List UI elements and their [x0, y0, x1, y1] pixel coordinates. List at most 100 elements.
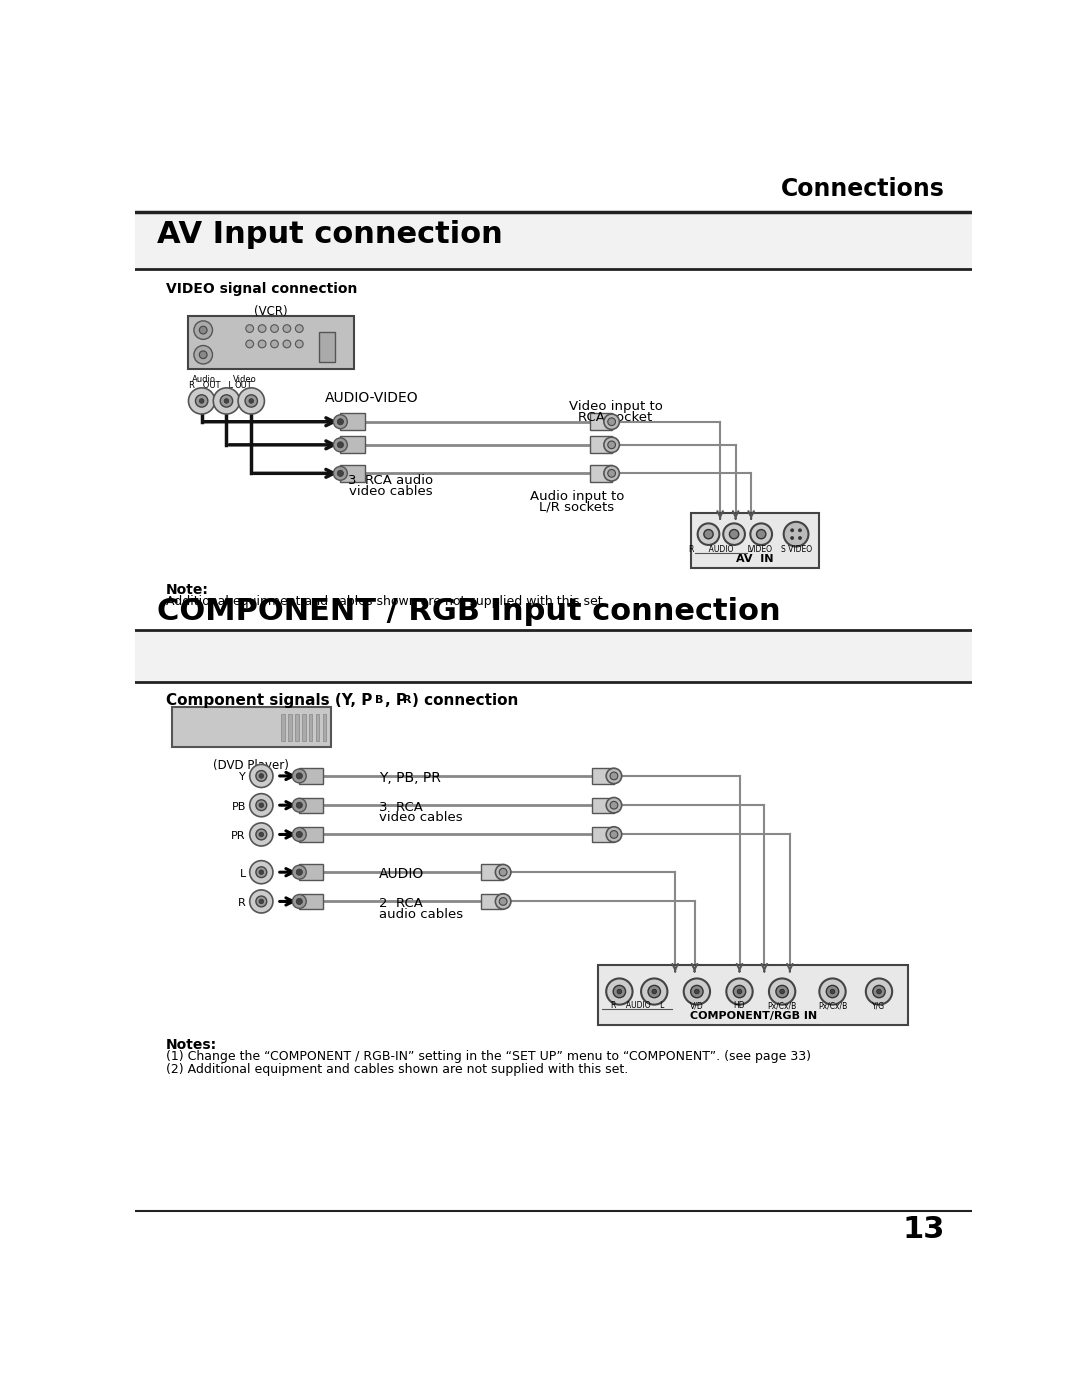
Text: Px/Cx/B: Px/Cx/B: [768, 1002, 797, 1010]
Circle shape: [334, 467, 348, 481]
Circle shape: [246, 339, 254, 348]
Text: R   OUT   L: R OUT L: [189, 381, 233, 390]
Circle shape: [499, 869, 507, 876]
Circle shape: [271, 339, 279, 348]
Circle shape: [733, 985, 745, 997]
Circle shape: [642, 978, 667, 1004]
Circle shape: [604, 414, 619, 429]
Circle shape: [258, 339, 266, 348]
Circle shape: [246, 324, 254, 332]
Circle shape: [296, 831, 302, 838]
Circle shape: [259, 900, 264, 904]
Circle shape: [606, 827, 622, 842]
Bar: [295, 714, 298, 740]
Circle shape: [873, 985, 886, 997]
Circle shape: [608, 418, 616, 426]
Circle shape: [194, 345, 213, 365]
Circle shape: [866, 978, 892, 1004]
Text: (DVD Player): (DVD Player): [214, 759, 289, 773]
Circle shape: [256, 828, 267, 840]
Circle shape: [831, 989, 835, 993]
Circle shape: [249, 823, 273, 847]
Circle shape: [769, 978, 795, 1004]
Circle shape: [225, 398, 229, 404]
Text: R: R: [238, 898, 246, 908]
Circle shape: [293, 894, 307, 908]
Text: 13: 13: [903, 1215, 945, 1243]
Text: (2) Additional equipment and cables shown are not supplied with this set.: (2) Additional equipment and cables show…: [166, 1063, 629, 1076]
Circle shape: [249, 764, 273, 788]
Text: 3  RCA: 3 RCA: [379, 800, 423, 813]
Circle shape: [877, 989, 881, 993]
Circle shape: [704, 529, 713, 539]
Bar: [482, 865, 503, 880]
Circle shape: [194, 321, 213, 339]
Bar: [299, 768, 323, 784]
Text: AV  IN: AV IN: [737, 555, 773, 564]
Text: ) connection: ) connection: [413, 693, 518, 708]
Text: HD: HD: [733, 1002, 745, 1010]
Text: Y, PB, PR: Y, PB, PR: [379, 771, 441, 785]
Circle shape: [296, 339, 303, 348]
Circle shape: [200, 398, 204, 404]
Text: L/R sockets: L/R sockets: [539, 500, 615, 513]
Circle shape: [259, 774, 264, 778]
Text: R    AUDIO    L: R AUDIO L: [610, 1002, 664, 1010]
Bar: [172, 707, 332, 746]
Circle shape: [496, 894, 511, 909]
Circle shape: [610, 802, 618, 809]
Text: 2  RCA: 2 RCA: [379, 897, 423, 909]
Bar: [598, 964, 908, 1024]
Text: VIDEO signal connection: VIDEO signal connection: [166, 282, 357, 296]
Circle shape: [784, 522, 809, 546]
Circle shape: [249, 861, 273, 884]
Circle shape: [652, 989, 657, 993]
Text: Connections: Connections: [781, 177, 945, 201]
Text: Y: Y: [239, 773, 246, 782]
Circle shape: [610, 831, 618, 838]
Text: Notes:: Notes:: [166, 1038, 217, 1052]
Circle shape: [694, 989, 699, 993]
Circle shape: [256, 800, 267, 810]
Text: PB: PB: [231, 802, 246, 812]
Circle shape: [775, 985, 788, 997]
Bar: [188, 316, 354, 369]
Text: B: B: [375, 696, 383, 705]
Circle shape: [293, 827, 307, 841]
Bar: [299, 894, 323, 909]
Circle shape: [248, 398, 254, 404]
Circle shape: [826, 985, 839, 997]
Text: R      AUDIO      L: R AUDIO L: [689, 545, 753, 555]
Circle shape: [293, 768, 307, 782]
Circle shape: [691, 985, 703, 997]
Bar: [281, 714, 284, 740]
Circle shape: [296, 324, 303, 332]
Circle shape: [724, 524, 745, 545]
Bar: [592, 798, 613, 813]
Text: Y/G: Y/G: [873, 1002, 886, 1010]
Text: Additional equipment and cables shown are not supplied with this set.: Additional equipment and cables shown ar…: [166, 595, 607, 608]
Circle shape: [296, 802, 302, 809]
Bar: [590, 414, 611, 430]
Circle shape: [738, 989, 742, 993]
Text: , P: , P: [384, 693, 406, 708]
Text: COMPONENT/RGB IN: COMPONENT/RGB IN: [690, 1011, 816, 1021]
Bar: [309, 714, 312, 740]
Text: R: R: [403, 696, 411, 705]
Text: AUDIO: AUDIO: [379, 866, 424, 880]
Circle shape: [606, 798, 622, 813]
Text: Video input to: Video input to: [568, 400, 662, 414]
Text: 3  RCA audio: 3 RCA audio: [348, 474, 433, 488]
Circle shape: [617, 989, 622, 993]
Text: V/D: V/D: [690, 1002, 704, 1010]
Circle shape: [606, 768, 622, 784]
Circle shape: [798, 536, 801, 539]
Circle shape: [608, 469, 616, 478]
Text: RCA socket: RCA socket: [579, 411, 652, 423]
Text: (1) Change the “COMPONENT / RGB-IN” setting in the “SET UP” menu to “COMPONENT”.: (1) Change the “COMPONENT / RGB-IN” sett…: [166, 1051, 811, 1063]
Text: AUDIO-VIDEO: AUDIO-VIDEO: [325, 391, 418, 405]
Circle shape: [296, 773, 302, 780]
Circle shape: [604, 437, 619, 453]
Circle shape: [334, 415, 348, 429]
Bar: [287, 714, 292, 740]
